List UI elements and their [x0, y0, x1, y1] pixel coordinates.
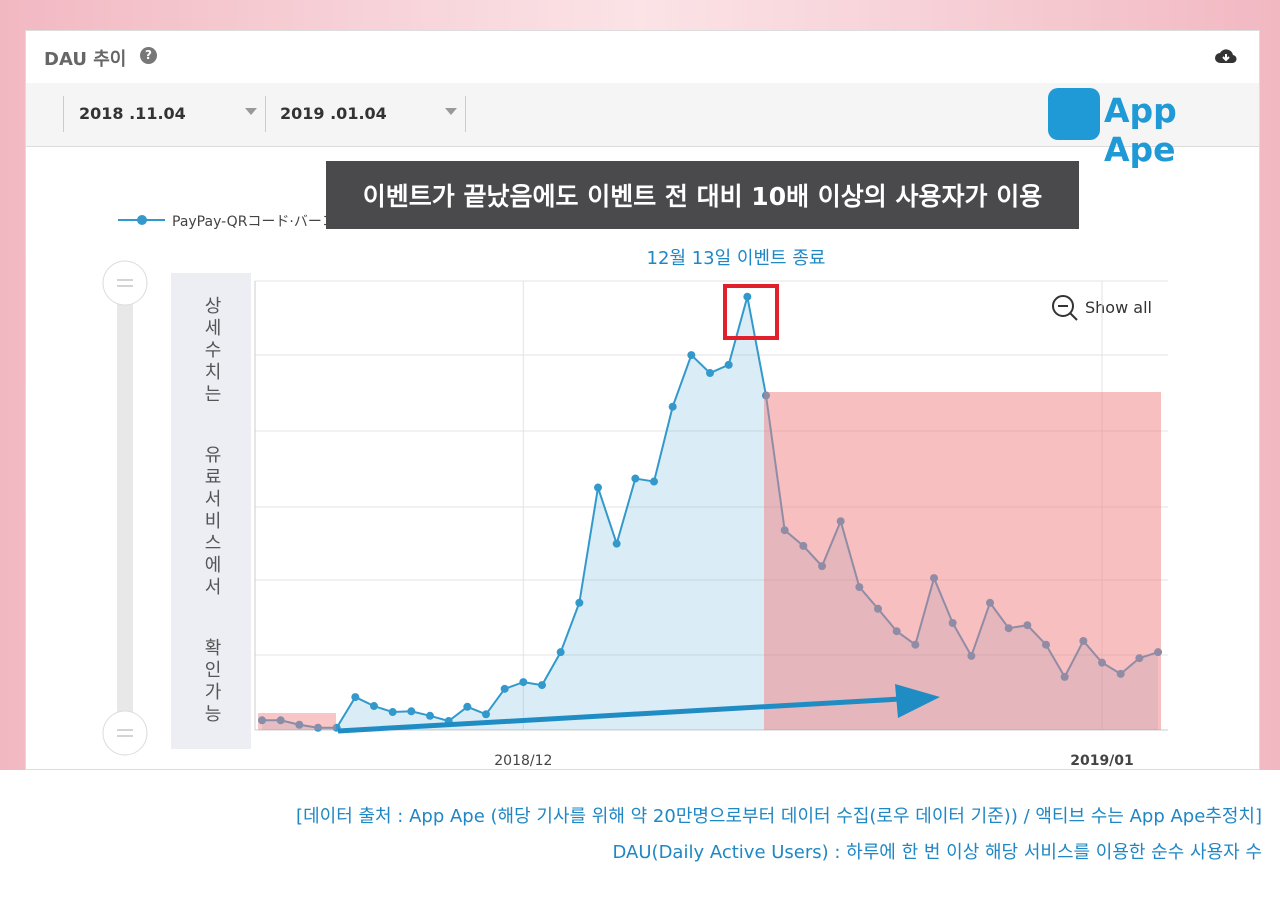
point	[575, 598, 584, 607]
point	[556, 648, 565, 657]
point	[482, 710, 491, 719]
point	[388, 708, 397, 717]
point	[668, 402, 677, 411]
end-date: 2019 .01.04	[280, 104, 387, 123]
download-icon[interactable]	[1214, 45, 1238, 67]
side-note: 상세수치는 유료서비스에서 확인가능	[171, 273, 251, 749]
annotation: 12월 13일 이벤트 종료	[647, 248, 826, 269]
logo-icon	[1048, 88, 1100, 140]
point	[295, 720, 304, 729]
point	[276, 716, 285, 725]
point	[538, 681, 547, 690]
start-date: 2018 .11.04	[79, 104, 186, 123]
point	[407, 707, 416, 716]
highlight	[764, 392, 1161, 730]
legend-dot	[137, 215, 147, 225]
peak-box	[723, 284, 779, 340]
slider-handle[interactable]	[102, 710, 148, 756]
footer-line: [데이터 출처 : App Ape (해당 기사를 위해 약 20만명으로부터 …	[296, 806, 1262, 827]
zoom-icon[interactable]	[1052, 295, 1074, 317]
point	[463, 702, 472, 711]
point	[650, 477, 659, 486]
point	[500, 684, 509, 693]
point	[631, 474, 640, 483]
point	[519, 678, 528, 687]
handle-grip	[117, 279, 133, 737]
help-icon[interactable]: ?	[140, 47, 157, 64]
show-all[interactable]: Show all	[1085, 298, 1152, 317]
end-select[interactable]: 2019 .01.04	[265, 96, 466, 132]
point	[351, 693, 360, 702]
slider-handle[interactable]	[102, 260, 148, 306]
point	[743, 292, 752, 301]
point	[314, 723, 323, 732]
zoom-icon	[1069, 312, 1078, 321]
trend-arrow-head	[895, 684, 940, 718]
title: DAU 추이	[44, 49, 127, 70]
point	[370, 702, 379, 711]
point	[724, 360, 733, 369]
point	[258, 716, 266, 725]
banner: 이벤트가 끝났음에도 이벤트 전 대비 10배 이상의 사용자가 이용	[326, 161, 1079, 229]
point	[594, 483, 603, 492]
x-tick-label: 2019/01	[1070, 753, 1134, 769]
footer-line: DAU(Daily Active Users) : 하루에 한 번 이상 해당 …	[612, 842, 1262, 863]
slider-track[interactable]	[117, 283, 133, 733]
point	[706, 369, 715, 378]
brand: App Ape	[1104, 91, 1177, 169]
highlight	[258, 713, 336, 730]
x-tick-label: 2018/12	[494, 753, 552, 769]
trend-arrow	[337, 696, 901, 734]
point	[612, 539, 621, 548]
filter-bar: 2018 .11.04 2019 .01.04 App Ape	[26, 83, 1259, 169]
point	[687, 351, 696, 360]
start-select[interactable]: 2018 .11.04	[63, 96, 266, 132]
point	[426, 711, 435, 720]
